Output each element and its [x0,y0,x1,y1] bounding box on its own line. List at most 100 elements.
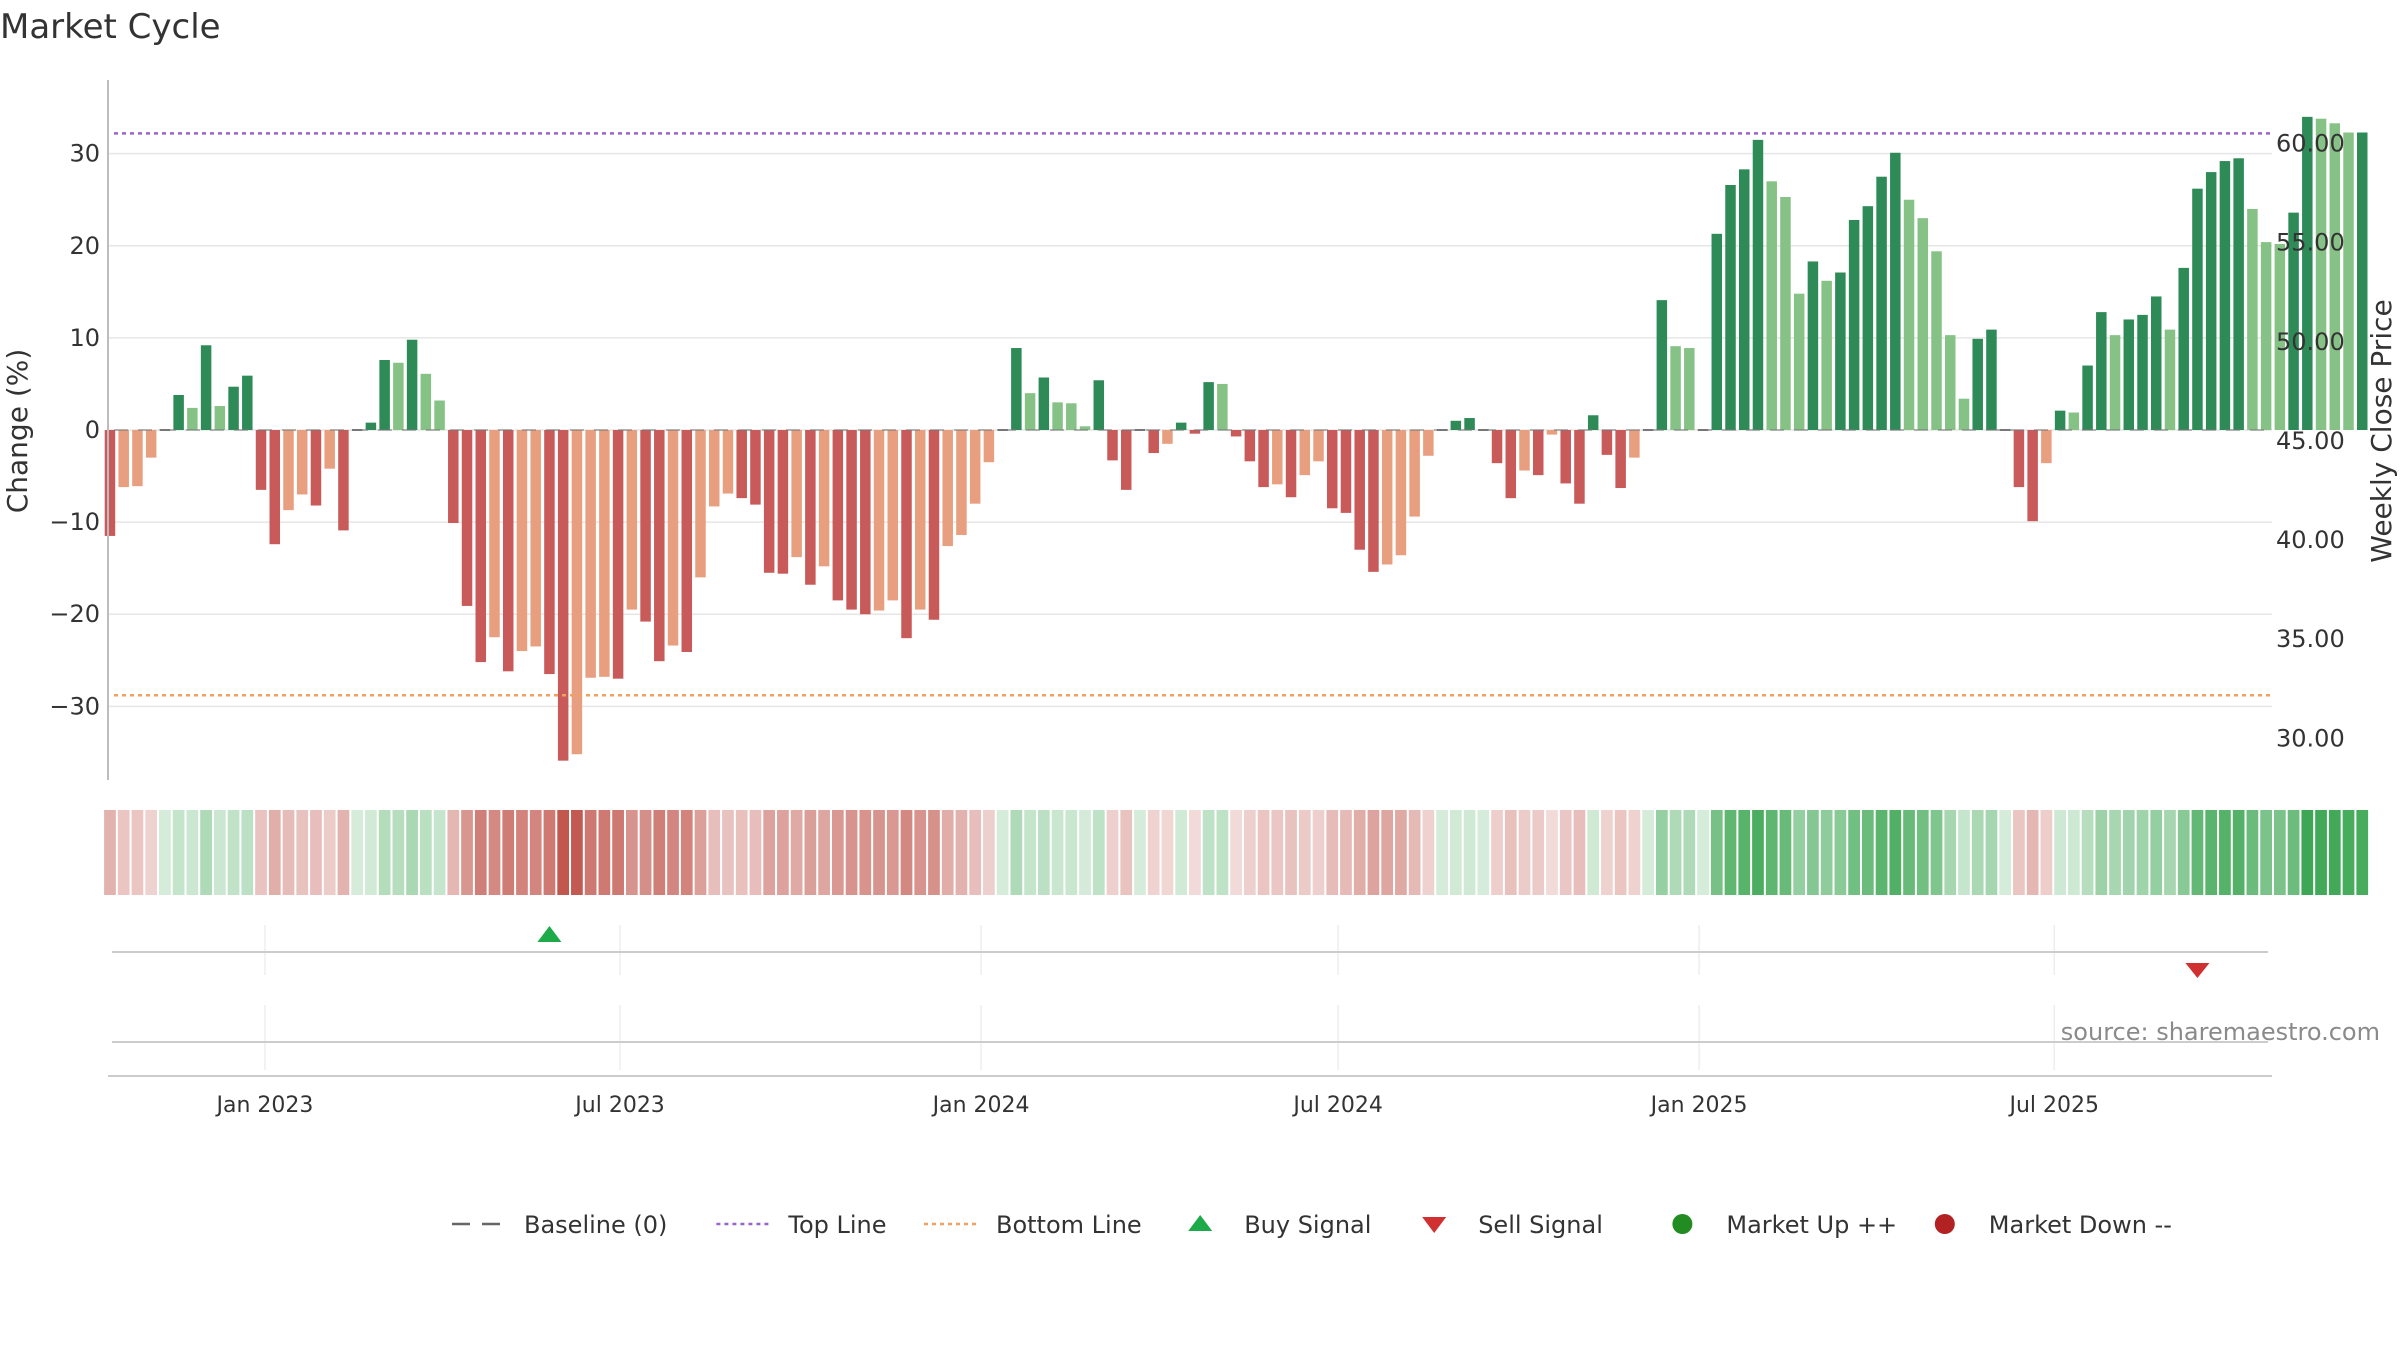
bar [681,430,693,652]
bar [310,430,322,506]
legend-label: Bottom Line [996,1211,1142,1239]
bar [1423,430,1434,456]
strip-cell [1271,810,1284,895]
bar [2013,430,2025,488]
strip-cell [1120,810,1133,895]
strip-cell [845,810,858,895]
strip-cell [1161,810,1174,895]
bar [379,360,390,430]
legend-label: Sell Signal [1478,1211,1603,1239]
y2-tick-label: 60.00 [2276,129,2345,157]
strip-cell [1202,810,1215,895]
bar [1450,420,1462,430]
strip-cell [680,810,693,895]
strip-cell [474,810,487,895]
strip-cell [117,810,130,895]
strip-cell [1930,810,1943,895]
bar [1148,430,1159,454]
strip-cell [1807,810,1819,895]
legend-item: Sell Signal [1422,1211,1603,1239]
bar [1093,380,1105,430]
bar [1230,430,1242,437]
bar [2343,132,2354,430]
y-tick-label: −20 [49,600,100,628]
bar [1107,430,1118,461]
strip-cell [1614,810,1627,895]
bar [187,407,198,430]
bar [516,430,528,652]
bar [2150,296,2162,430]
bar [1601,430,1613,455]
strip-cell [2177,810,2190,895]
legend-market-up-icon [1672,1214,1693,1234]
strip-cell [955,810,968,895]
strip-cell [612,810,624,895]
bar [1409,430,1420,517]
strip-cell [1916,810,1929,895]
strip-cell [104,810,116,895]
bar [1931,251,1942,430]
strip-cell [928,810,940,895]
strip-cell [1532,810,1545,895]
bar [860,430,871,615]
strip-cell [2136,810,2149,895]
bar [928,430,940,620]
legend-item: Baseline (0) [452,1211,667,1239]
strip-cell [543,810,556,895]
strip-cell [145,810,158,895]
bar [1615,430,1626,489]
bar [544,430,555,675]
bar [461,430,473,606]
strip-cell [1243,810,1256,895]
legend: Baseline (0) Top Line Bottom Line Buy Signa… [452,1211,2172,1239]
strip-cell [529,810,542,895]
strip-cell [1642,810,1654,895]
strip-cell [1477,810,1490,895]
bar [338,430,349,531]
strip-cell [1037,810,1050,895]
bar [2247,208,2258,430]
bar [914,430,926,610]
bar [434,400,445,430]
bar [2219,161,2231,431]
strip-cell [337,810,350,895]
strip-cell [1340,810,1352,895]
strip-cell [708,810,721,895]
bar [2137,314,2148,430]
bar [1807,261,1819,430]
bar [1890,152,1901,430]
strip-cell [2013,810,2025,895]
legend-buy-icon [1188,1215,1213,1231]
strip-cell [2260,810,2272,895]
strip-cell [886,810,899,895]
bar [132,430,143,487]
strip-cell [419,810,432,895]
strip-cell [461,810,473,895]
bar [173,395,184,430]
strip-cell [2287,810,2300,895]
x-tick-label: Jan 2025 [1649,1093,1748,1118]
strip-cell [241,810,254,895]
strip-cell [1010,810,1023,895]
bar [777,430,789,574]
bar [1629,430,1640,458]
x-tick-label: Jul 2023 [573,1093,665,1118]
bar [599,430,610,677]
bar [832,430,844,601]
strip-cell [2164,810,2176,895]
strip-cell [1106,810,1119,895]
bar [1972,338,1983,430]
strip-cell [268,810,281,895]
strip-cell [1298,810,1311,895]
strip-cell [2342,810,2355,895]
bar [557,430,569,761]
bar [1738,169,1750,430]
strip-cell [1944,810,1957,895]
bar [736,430,747,499]
bar [1491,430,1503,464]
bar [2274,243,2286,430]
strip-cell [639,810,652,895]
strip-cell [392,810,405,895]
bar [901,430,912,639]
strip-cell [1697,810,1709,895]
